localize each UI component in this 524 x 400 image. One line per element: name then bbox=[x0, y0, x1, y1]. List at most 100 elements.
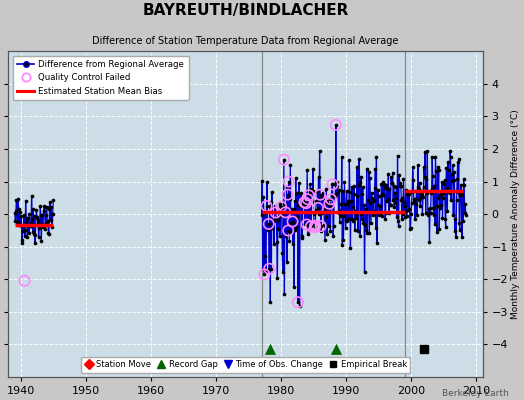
Point bbox=[337, 201, 345, 207]
Point bbox=[318, 194, 326, 201]
Point bbox=[314, 205, 322, 211]
Point bbox=[265, 221, 273, 227]
Point bbox=[428, 154, 436, 160]
Point bbox=[316, 192, 324, 198]
Point bbox=[460, 182, 468, 188]
Point bbox=[425, 238, 434, 245]
Point bbox=[333, 183, 342, 189]
Point bbox=[325, 200, 334, 207]
Point bbox=[454, 189, 462, 195]
Point bbox=[325, 200, 334, 207]
Point bbox=[24, 214, 32, 221]
Point bbox=[311, 222, 320, 229]
Point bbox=[258, 178, 266, 184]
Point bbox=[461, 201, 470, 207]
Point bbox=[417, 190, 425, 196]
Point bbox=[351, 208, 359, 215]
Point bbox=[347, 198, 355, 204]
Point bbox=[439, 195, 447, 202]
Point bbox=[10, 210, 19, 216]
Point bbox=[48, 224, 57, 230]
Point bbox=[378, 213, 387, 220]
Point bbox=[336, 213, 345, 219]
Point bbox=[334, 189, 342, 196]
Point bbox=[271, 204, 279, 210]
Point bbox=[442, 165, 451, 171]
Point bbox=[455, 226, 464, 233]
Point bbox=[338, 242, 346, 248]
Point bbox=[293, 190, 302, 196]
Point bbox=[454, 156, 463, 162]
Point bbox=[398, 195, 407, 201]
Point bbox=[274, 226, 282, 232]
Point bbox=[339, 188, 347, 194]
Point bbox=[404, 206, 412, 213]
Point bbox=[387, 180, 396, 186]
Point bbox=[395, 222, 403, 229]
Point bbox=[283, 192, 292, 198]
Point bbox=[44, 230, 52, 236]
Point bbox=[285, 238, 293, 244]
Point bbox=[330, 192, 339, 199]
Point bbox=[354, 228, 362, 234]
Text: Berkeley Earth: Berkeley Earth bbox=[442, 389, 508, 398]
Point bbox=[397, 197, 406, 203]
Point bbox=[283, 259, 291, 265]
Point bbox=[357, 216, 366, 222]
Point bbox=[313, 199, 321, 206]
Point bbox=[307, 223, 315, 230]
Point bbox=[367, 190, 376, 196]
Point bbox=[458, 234, 466, 240]
Point bbox=[35, 234, 43, 240]
Point bbox=[339, 236, 347, 243]
Point bbox=[288, 218, 297, 225]
Point bbox=[270, 203, 279, 210]
Point bbox=[421, 210, 430, 216]
Point bbox=[435, 205, 444, 212]
Point bbox=[405, 191, 413, 197]
Point bbox=[413, 184, 422, 190]
Point bbox=[330, 223, 338, 230]
Point bbox=[449, 162, 457, 168]
Point bbox=[419, 194, 427, 200]
Point bbox=[258, 266, 267, 272]
Point bbox=[42, 212, 50, 218]
Point bbox=[457, 191, 466, 197]
Point bbox=[285, 178, 293, 185]
Point bbox=[287, 220, 296, 226]
Point bbox=[331, 192, 339, 199]
Point bbox=[266, 298, 275, 305]
Point bbox=[30, 213, 38, 220]
Point bbox=[423, 147, 431, 154]
Point bbox=[320, 222, 329, 229]
Point bbox=[329, 232, 337, 239]
Point bbox=[440, 181, 449, 188]
Point bbox=[257, 212, 266, 218]
Point bbox=[294, 202, 303, 209]
Point bbox=[445, 166, 453, 173]
Point bbox=[38, 220, 47, 227]
Point bbox=[456, 192, 464, 198]
Point bbox=[343, 218, 352, 224]
Point bbox=[12, 208, 20, 214]
Point bbox=[347, 216, 356, 222]
Point bbox=[381, 210, 390, 216]
Point bbox=[383, 185, 391, 191]
Point bbox=[281, 209, 290, 216]
Point bbox=[319, 190, 327, 196]
Point bbox=[371, 166, 379, 172]
Point bbox=[397, 183, 405, 190]
Point bbox=[36, 222, 44, 228]
Point bbox=[39, 224, 47, 230]
Point bbox=[18, 237, 27, 244]
Point bbox=[416, 203, 424, 209]
Point bbox=[297, 190, 305, 197]
Point bbox=[46, 217, 54, 223]
Point bbox=[12, 197, 20, 203]
Point bbox=[384, 195, 392, 202]
Point bbox=[310, 211, 318, 217]
Point bbox=[294, 299, 302, 306]
Point bbox=[316, 192, 324, 198]
Point bbox=[29, 231, 38, 237]
Point bbox=[424, 211, 432, 217]
